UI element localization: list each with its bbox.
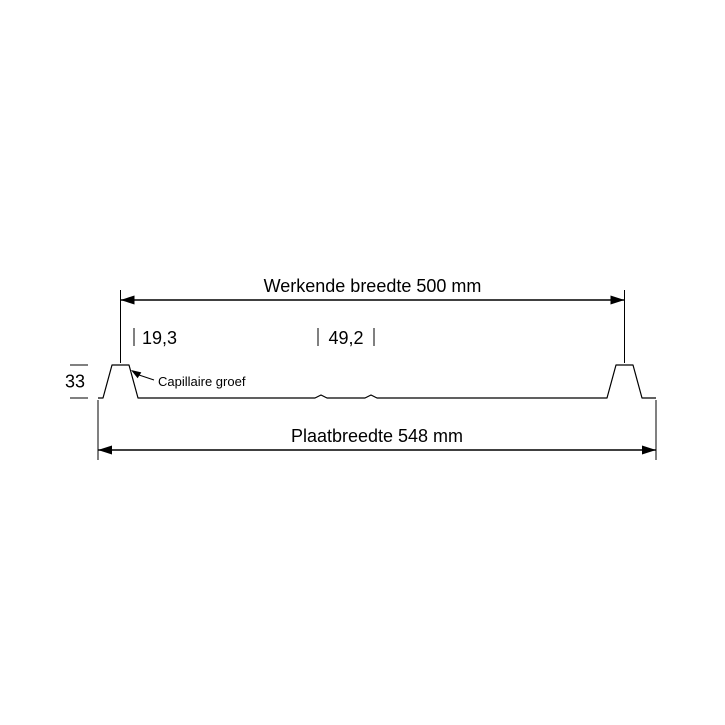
arrowhead: [642, 446, 656, 455]
working-width-label: Werkende breedte 500 mm: [264, 276, 482, 296]
plate-width-label: Plaatbreedte 548 mm: [291, 426, 463, 446]
arrowhead: [121, 296, 135, 305]
capillary-groove-label: Capillaire groef: [158, 374, 246, 389]
ridge-spacing-value: 49,2: [328, 328, 363, 348]
arrowhead: [98, 446, 112, 455]
rib-height-value: 33: [65, 372, 85, 392]
arrowhead: [611, 296, 625, 305]
rib-top-width-value: 19,3: [142, 328, 177, 348]
